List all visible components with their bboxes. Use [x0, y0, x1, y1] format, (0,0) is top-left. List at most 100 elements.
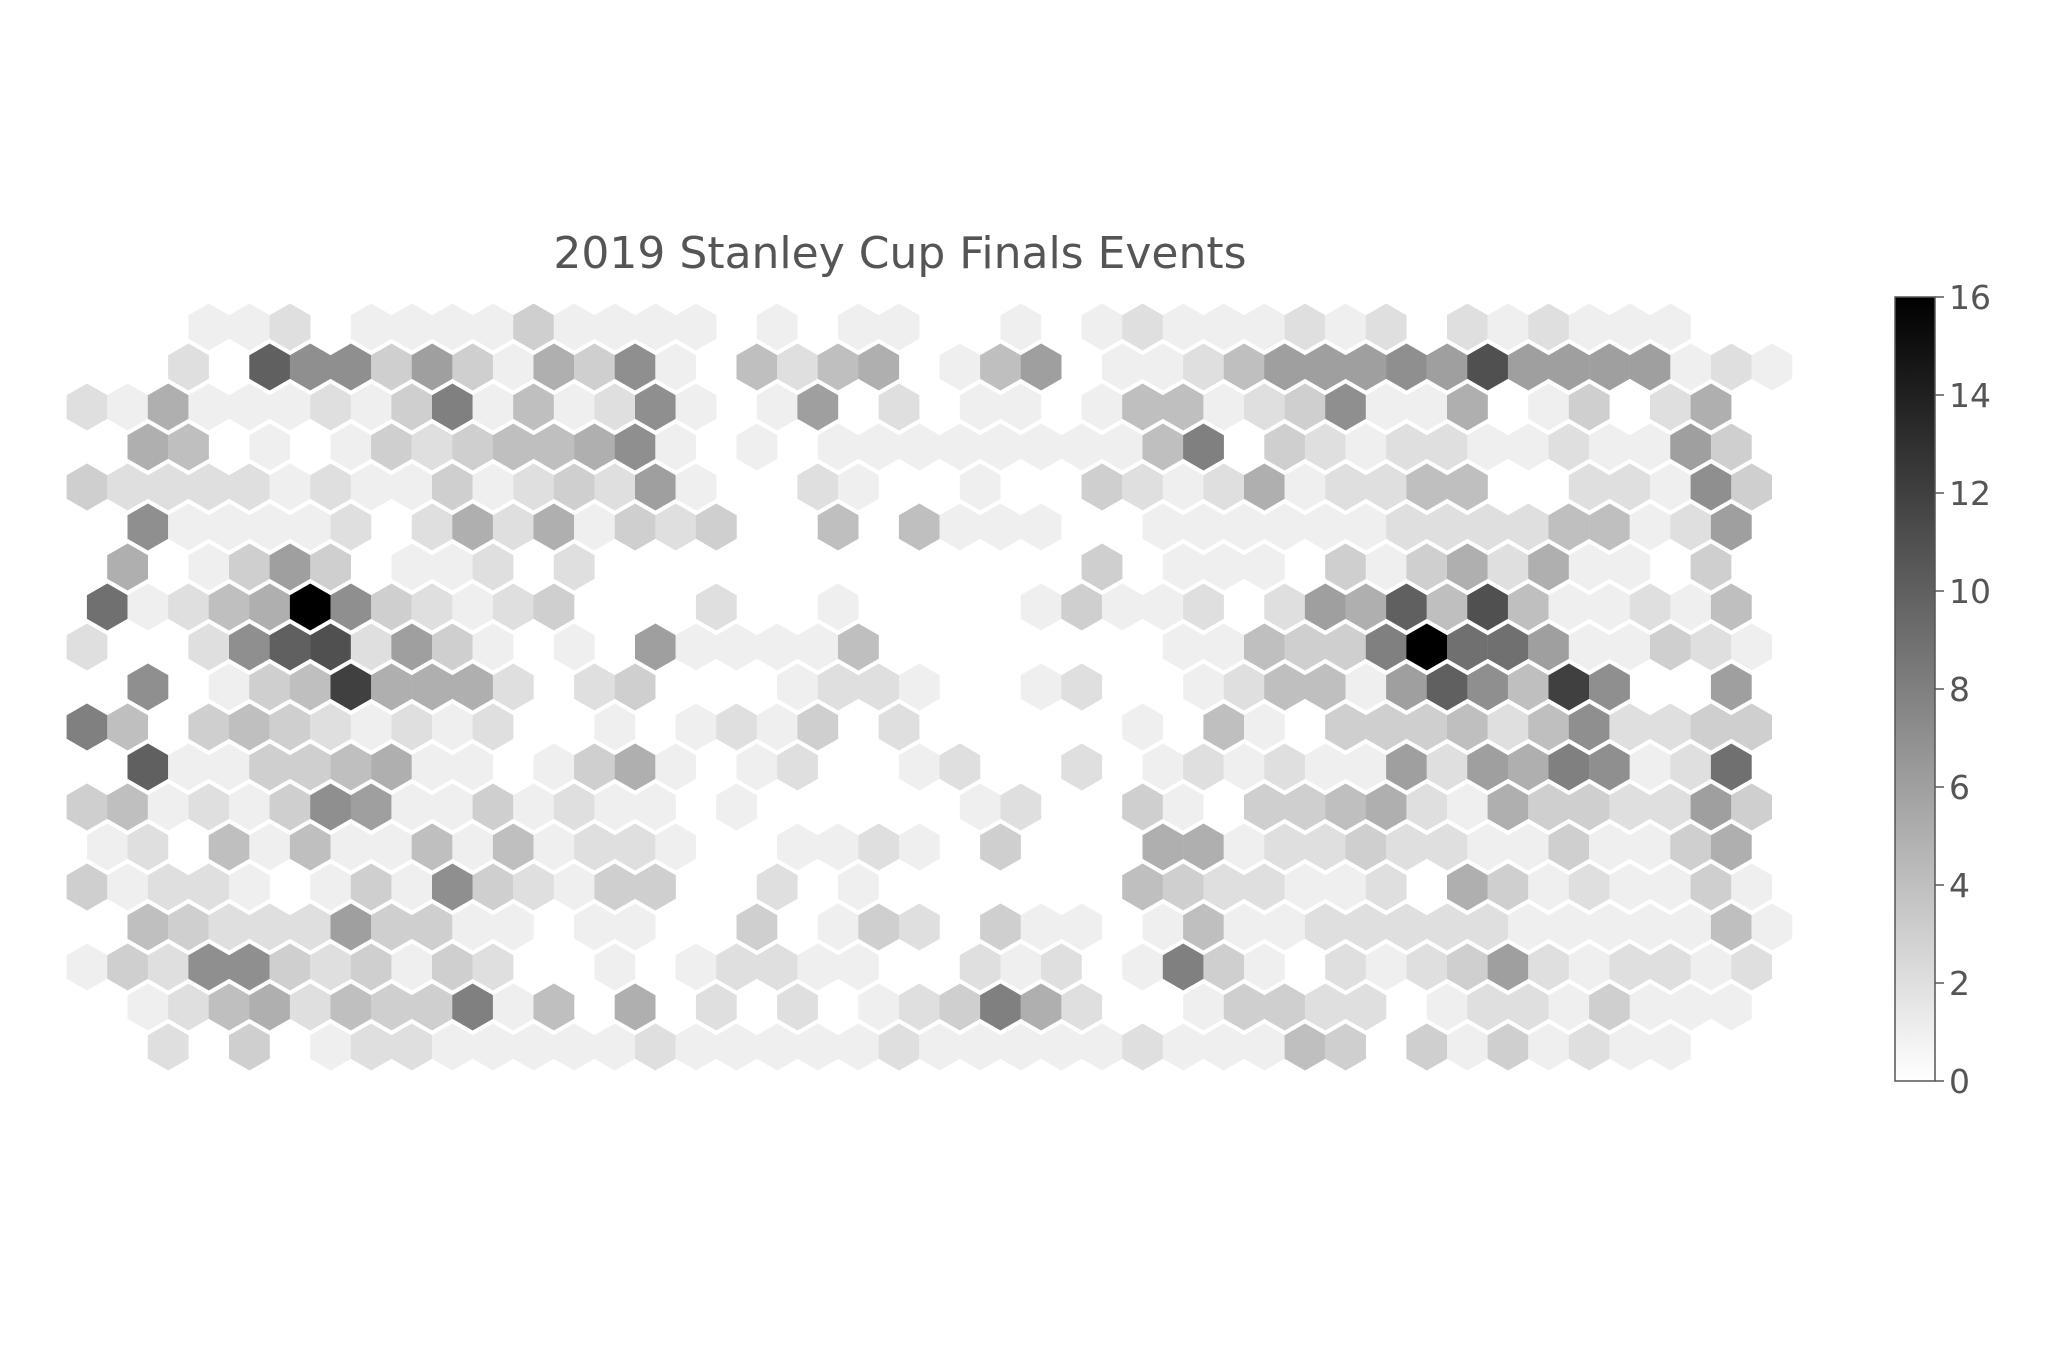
hex-cell	[1507, 903, 1549, 951]
hex-cell	[1528, 383, 1569, 431]
hex-cell	[1061, 743, 1103, 791]
hex-cell	[188, 543, 230, 591]
hex-cell	[289, 663, 331, 711]
hex-cell	[716, 943, 757, 991]
hex-cell	[147, 463, 189, 511]
hex-cell	[66, 703, 108, 751]
hex-cell	[1731, 943, 1772, 991]
hex-cell	[1467, 743, 1509, 791]
hex-cell	[1670, 583, 1712, 631]
hex-cell	[432, 463, 473, 511]
hex-cell	[1101, 583, 1143, 631]
hex-cell	[188, 463, 230, 511]
hex-cell	[797, 623, 839, 671]
hex-cell	[1467, 503, 1509, 551]
hex-cell	[574, 743, 615, 791]
hex-cell	[777, 823, 818, 871]
hex-cell	[147, 863, 189, 911]
hex-cell	[1710, 903, 1752, 951]
hex-cell	[1081, 463, 1123, 511]
hex-cell	[127, 583, 169, 631]
hex-cell	[513, 863, 554, 911]
hex-cell	[1284, 303, 1326, 351]
hex-cell	[1264, 903, 1306, 951]
hex-cell	[797, 1023, 839, 1071]
hex-cell	[391, 623, 433, 671]
hex-cell	[1284, 1023, 1326, 1071]
hex-cell	[1426, 423, 1468, 471]
colorbar-gradient	[1894, 296, 1936, 1082]
hex-cell	[1507, 423, 1549, 471]
hex-cell	[411, 823, 453, 871]
hex-cell	[1467, 983, 1509, 1031]
hex-cell	[411, 743, 453, 791]
hex-cell	[1650, 863, 1691, 911]
hex-cell	[1670, 823, 1712, 871]
hex-cell	[533, 343, 575, 391]
hex-cell	[1568, 303, 1610, 351]
hex-cell	[635, 383, 676, 431]
hex-cell	[229, 543, 270, 591]
hex-cell	[492, 583, 534, 631]
hex-cell	[1244, 623, 1285, 671]
hex-cell	[1548, 503, 1590, 551]
hex-cell	[1548, 743, 1590, 791]
hex-cell	[229, 303, 270, 351]
hex-cell	[1568, 1023, 1610, 1071]
hex-cell	[1650, 783, 1691, 831]
hex-cell	[1203, 543, 1245, 591]
hex-cell	[269, 383, 311, 431]
hex-cell	[208, 823, 250, 871]
hex-cell	[1548, 823, 1590, 871]
hex-cell	[1386, 743, 1427, 791]
hex-cell	[817, 503, 859, 551]
hex-cell	[797, 703, 839, 751]
hex-cell	[1589, 983, 1630, 1031]
hex-cell	[1386, 663, 1427, 711]
hex-cell	[1183, 503, 1224, 551]
hex-cell	[452, 503, 494, 551]
hex-cell	[472, 1023, 514, 1071]
hex-cell	[513, 463, 554, 511]
hex-cell	[980, 903, 1021, 951]
hex-cell	[127, 663, 169, 711]
hex-cell	[452, 903, 494, 951]
hex-cell	[1609, 623, 1651, 671]
hex-cell	[432, 303, 473, 351]
hex-cell	[1183, 343, 1224, 391]
hex-cell	[614, 503, 656, 551]
hex-cell	[1122, 783, 1163, 831]
hex-cell	[1670, 743, 1712, 791]
hex-cell	[1650, 1023, 1691, 1071]
hex-cell	[1081, 383, 1123, 431]
hex-cell	[1426, 743, 1468, 791]
hex-cell	[635, 623, 676, 671]
hex-cell	[249, 503, 291, 551]
hex-cell	[1670, 903, 1712, 951]
hex-cell	[980, 823, 1021, 871]
hex-cell	[1690, 943, 1732, 991]
hex-cell	[330, 503, 372, 551]
hex-cell	[472, 463, 514, 511]
hex-cell	[1284, 623, 1326, 671]
hex-cell	[614, 903, 656, 951]
hex-cell	[777, 983, 818, 1031]
hex-cell	[838, 303, 879, 351]
hex-cell	[1528, 303, 1569, 351]
hex-cell	[1507, 343, 1549, 391]
hex-cell	[1223, 743, 1265, 791]
hex-cell	[533, 823, 575, 871]
hex-cell	[1061, 983, 1103, 1031]
hex-cell	[1447, 703, 1488, 751]
hex-cell	[1386, 503, 1427, 551]
hex-cell	[492, 903, 534, 951]
hex-cell	[188, 783, 230, 831]
hex-cell	[269, 943, 311, 991]
hex-cell	[939, 743, 981, 791]
hex-cell	[1345, 743, 1387, 791]
hex-cell	[432, 863, 473, 911]
hex-cell	[1122, 463, 1163, 511]
hex-cell	[229, 1023, 270, 1071]
hex-cell	[330, 743, 372, 791]
hex-cell	[350, 383, 392, 431]
